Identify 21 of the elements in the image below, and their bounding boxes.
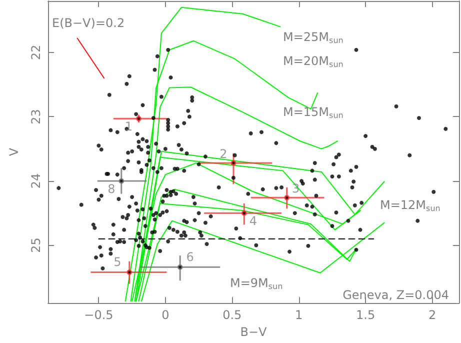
annotation: Geneva, Z=0.004 <box>342 288 450 302</box>
x-tick-label: 0 <box>162 308 170 322</box>
x-tick-label: 1.5 <box>356 308 376 322</box>
y-tick-label: 24 <box>29 173 43 189</box>
x-tick-label: 2 <box>428 308 436 322</box>
annotation: 8 <box>108 182 116 196</box>
x-tick-label: 0.5 <box>222 308 242 322</box>
y-tick-label: 25 <box>29 238 43 253</box>
y-tick-label: 22 <box>29 44 43 60</box>
annotation: 4 <box>249 214 257 228</box>
annotation: 1 <box>124 120 133 134</box>
y-axis-title: V <box>7 147 21 156</box>
y-tick-label: 23 <box>29 109 43 124</box>
annotation: 3 <box>292 182 300 196</box>
x-axis-title: B−V <box>240 325 268 339</box>
annotation: E(B−V)=0.2 <box>52 16 125 30</box>
annotation: 2 <box>220 146 228 161</box>
annotation: 6 <box>186 250 194 264</box>
x-tick-label: 1 <box>295 308 303 322</box>
x-tick-label: −0.5 <box>84 308 114 322</box>
annotation: 5 <box>114 255 122 270</box>
